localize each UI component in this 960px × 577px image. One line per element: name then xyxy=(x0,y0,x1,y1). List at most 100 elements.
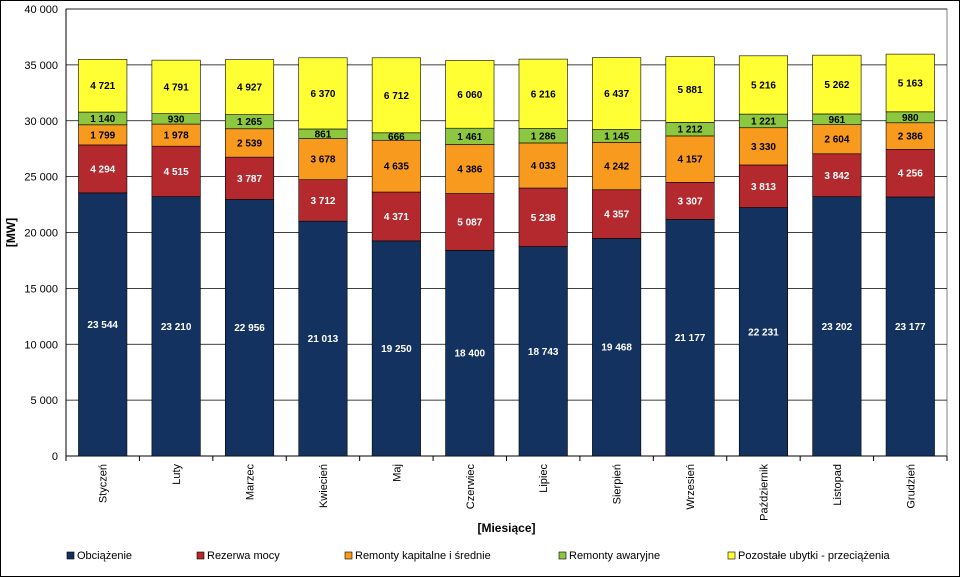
data-label: 4 927 xyxy=(237,83,262,94)
y-tick-label: 35 000 xyxy=(24,60,58,72)
bar-segment xyxy=(592,57,642,130)
bar-segment xyxy=(151,59,201,114)
x-tick-label: Lipiec xyxy=(538,464,550,493)
data-label: 4 386 xyxy=(457,165,482,176)
data-label: 19 250 xyxy=(381,344,412,355)
data-label: 930 xyxy=(168,114,185,125)
data-label: 5 087 xyxy=(457,217,482,228)
data-label: 1 978 xyxy=(164,131,189,142)
data-label: 1 461 xyxy=(457,132,482,143)
bar-segment xyxy=(885,53,935,113)
data-label: 18 743 xyxy=(528,347,559,358)
data-label: 1 221 xyxy=(751,116,776,127)
data-label: 980 xyxy=(902,113,919,124)
data-label: 6 712 xyxy=(384,91,409,102)
data-label: 23 177 xyxy=(895,322,926,333)
data-label: 1 140 xyxy=(90,114,115,125)
data-label: 4 721 xyxy=(90,81,115,92)
x-tick-label: Kwiecień xyxy=(318,464,330,508)
y-tick-label: 30 000 xyxy=(24,116,58,128)
data-label: 6 060 xyxy=(457,90,482,101)
data-label: 5 881 xyxy=(678,85,703,96)
data-label: 1 286 xyxy=(531,131,556,142)
x-tick-label: Luty xyxy=(171,464,183,485)
bar-segment xyxy=(885,149,935,198)
data-label: 3 678 xyxy=(310,155,335,166)
bar-segment xyxy=(151,145,201,197)
y-tick-label: 40 000 xyxy=(24,4,58,16)
data-label: 23 202 xyxy=(822,322,853,333)
x-tick-label: Październik xyxy=(758,464,770,521)
data-label: 3 712 xyxy=(310,196,335,207)
x-tick-label: Czerwiec xyxy=(465,464,477,510)
data-label: 18 400 xyxy=(454,349,485,360)
bar-segment xyxy=(738,55,788,115)
y-tick-label: 25 000 xyxy=(24,172,58,184)
x-tick-label: Listopad xyxy=(832,464,844,506)
y-tick-label: 0 xyxy=(52,451,58,463)
bar-segment xyxy=(371,57,421,134)
data-label: 23 544 xyxy=(87,320,118,331)
bar-segment xyxy=(298,138,348,180)
data-label: 5 238 xyxy=(531,213,556,224)
bar-segment xyxy=(225,128,275,158)
bar-segment xyxy=(518,187,568,247)
data-label: 3 787 xyxy=(237,174,262,185)
bar-segment xyxy=(78,144,128,194)
bar-segment xyxy=(592,238,642,457)
data-label: 5 163 xyxy=(898,78,923,89)
data-label: 1 265 xyxy=(237,117,262,128)
bar-segment xyxy=(298,220,348,457)
y-tick-label: 10 000 xyxy=(24,339,58,351)
data-label: 3 842 xyxy=(824,171,849,182)
data-label: 6 370 xyxy=(310,89,335,100)
data-label: 4 294 xyxy=(90,164,115,175)
bar-segment xyxy=(371,191,421,242)
legend-swatch xyxy=(558,551,567,560)
bar-segment xyxy=(151,196,201,457)
legend-label: Remonty awaryjne xyxy=(569,550,660,562)
data-label: 961 xyxy=(829,115,846,126)
legend-swatch xyxy=(344,551,353,560)
data-label: 5 216 xyxy=(751,80,776,91)
data-label: 2 539 xyxy=(237,138,262,149)
data-label: 23 210 xyxy=(161,322,192,333)
bar-segment xyxy=(885,122,935,150)
legend-label: Remonty kapitalne i średnie xyxy=(355,550,491,562)
x-tick-label: Wrzesień xyxy=(685,464,697,510)
legend-label: Rezerwa mocy xyxy=(207,550,280,562)
data-label: 2 386 xyxy=(898,132,923,143)
data-label: 3 330 xyxy=(751,142,776,153)
data-label: 5 262 xyxy=(824,80,849,91)
data-label: 4 033 xyxy=(531,161,556,172)
data-label: 21 177 xyxy=(675,333,706,344)
data-label: 4 357 xyxy=(604,210,629,221)
y-axis-title: [MW] xyxy=(4,218,18,247)
legend-label: Obciążenie xyxy=(77,550,132,562)
data-label: 1 145 xyxy=(604,131,629,142)
data-label: 3 813 xyxy=(751,182,776,193)
bar-segment xyxy=(371,139,421,193)
data-label: 19 468 xyxy=(601,343,632,354)
legend-swatch xyxy=(196,551,205,560)
bar-segment xyxy=(518,142,568,189)
legend-label: Pozostałe ubytki - przeciążenia xyxy=(738,550,891,562)
bar-segment xyxy=(445,60,495,129)
data-label: 1 212 xyxy=(678,125,703,136)
bar-segment xyxy=(518,246,568,457)
data-label: 4 256 xyxy=(898,169,923,180)
y-tick-label: 5 000 xyxy=(30,395,58,407)
data-label: 4 371 xyxy=(384,212,409,223)
data-label: 861 xyxy=(315,129,332,140)
bar-segment xyxy=(225,199,275,457)
x-tick-label: Marzec xyxy=(245,464,257,501)
data-label: 4 791 xyxy=(164,82,189,93)
data-label: 666 xyxy=(388,132,405,143)
bar-segment xyxy=(298,57,348,130)
data-label: 4 635 xyxy=(384,162,409,173)
data-label: 6 216 xyxy=(531,89,556,100)
bar-segment xyxy=(445,144,495,194)
data-label: 4 515 xyxy=(164,167,189,178)
bar-segment xyxy=(738,207,788,457)
